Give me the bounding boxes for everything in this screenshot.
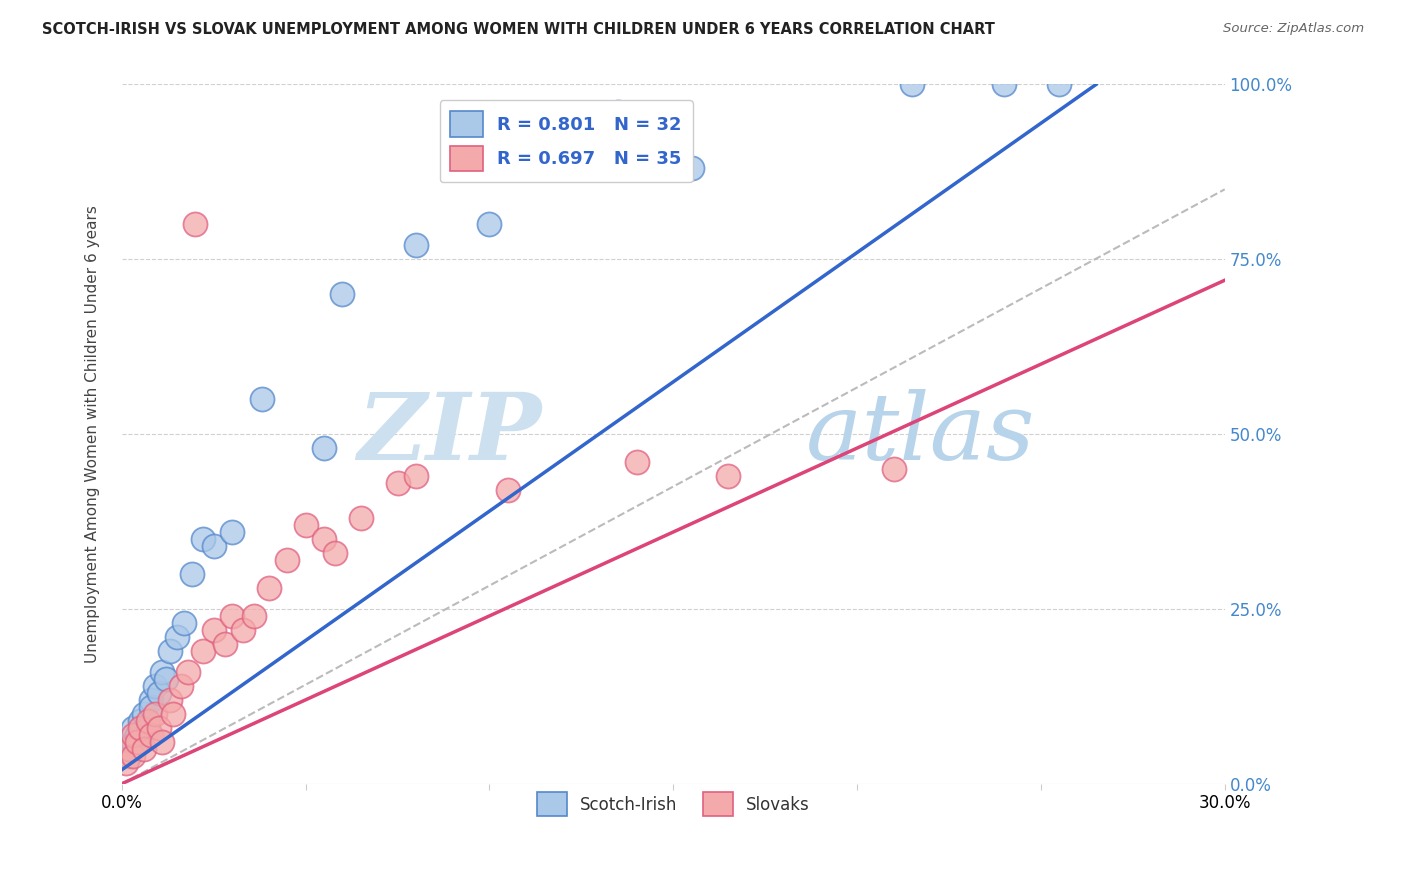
Point <box>114 741 136 756</box>
Point <box>607 105 630 120</box>
Text: ZIP: ZIP <box>357 389 541 479</box>
Point <box>141 699 163 714</box>
Text: atlas: atlas <box>806 389 1035 479</box>
Point <box>276 553 298 567</box>
Point <box>717 469 740 483</box>
Point <box>221 524 243 539</box>
Point <box>129 735 152 749</box>
Legend: Scotch-Irish, Slovaks: Scotch-Irish, Slovaks <box>529 784 818 824</box>
Point <box>332 287 354 301</box>
Point <box>350 511 373 525</box>
Point <box>121 748 143 763</box>
Point <box>202 623 225 637</box>
Text: Source: ZipAtlas.com: Source: ZipAtlas.com <box>1223 22 1364 36</box>
Point <box>155 672 177 686</box>
Point <box>125 728 148 742</box>
Point <box>159 693 181 707</box>
Point <box>180 566 202 581</box>
Point <box>118 741 141 756</box>
Point <box>148 721 170 735</box>
Point <box>148 686 170 700</box>
Point <box>993 78 1015 92</box>
Point <box>121 721 143 735</box>
Point <box>191 644 214 658</box>
Point <box>257 581 280 595</box>
Point <box>901 78 924 92</box>
Point <box>883 462 905 476</box>
Point <box>184 217 207 231</box>
Point <box>323 546 346 560</box>
Point <box>129 721 152 735</box>
Point <box>166 630 188 644</box>
Point <box>118 748 141 763</box>
Point <box>173 615 195 630</box>
Text: SCOTCH-IRISH VS SLOVAK UNEMPLOYMENT AMONG WOMEN WITH CHILDREN UNDER 6 YEARS CORR: SCOTCH-IRISH VS SLOVAK UNEMPLOYMENT AMON… <box>42 22 995 37</box>
Point <box>243 608 266 623</box>
Point <box>121 735 143 749</box>
Point <box>312 532 335 546</box>
Point <box>162 706 184 721</box>
Y-axis label: Unemployment Among Women with Children Under 6 years: Unemployment Among Women with Children U… <box>86 205 100 663</box>
Point <box>132 706 155 721</box>
Point <box>191 532 214 546</box>
Point <box>141 728 163 742</box>
Point <box>387 476 409 491</box>
Point <box>159 644 181 658</box>
Point <box>177 665 200 679</box>
Point <box>169 679 191 693</box>
Point <box>1047 78 1070 92</box>
Point <box>214 637 236 651</box>
Point <box>250 392 273 406</box>
Point <box>626 455 648 469</box>
Point <box>405 238 427 252</box>
Point <box>132 741 155 756</box>
Point <box>114 756 136 770</box>
Point <box>129 714 152 728</box>
Point <box>136 714 159 728</box>
Point <box>125 735 148 749</box>
Point <box>136 721 159 735</box>
Point <box>141 693 163 707</box>
Point <box>202 539 225 553</box>
Point <box>232 623 254 637</box>
Point <box>143 706 166 721</box>
Point <box>312 441 335 455</box>
Point <box>294 518 316 533</box>
Point <box>681 161 703 176</box>
Point <box>221 608 243 623</box>
Point <box>478 217 501 231</box>
Point <box>121 728 143 742</box>
Point <box>150 735 173 749</box>
Point <box>405 469 427 483</box>
Point <box>496 483 519 497</box>
Point <box>150 665 173 679</box>
Point <box>143 679 166 693</box>
